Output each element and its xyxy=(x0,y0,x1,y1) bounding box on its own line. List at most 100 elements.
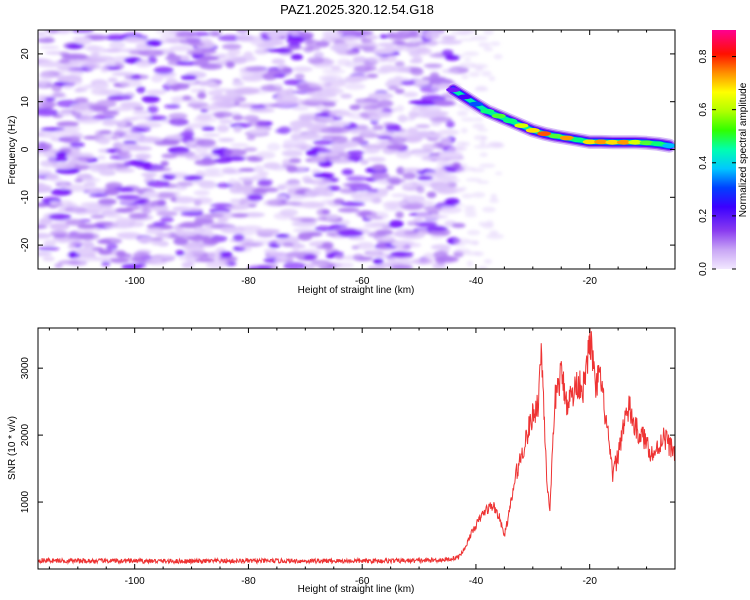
spectrogram-xtick-label: -40 xyxy=(469,276,484,287)
noise-blob xyxy=(227,49,241,56)
noise-blob xyxy=(325,232,339,237)
noise-blob xyxy=(147,105,159,114)
noise-blob xyxy=(477,128,489,132)
colorbar-ticks: 0.0 0.2 0.4 0.6 0.8 xyxy=(698,49,736,276)
noise-blob xyxy=(326,151,339,157)
noise-blob xyxy=(273,48,292,53)
spectrogram-ytick-label: -20 xyxy=(20,237,31,252)
noise-blob xyxy=(38,108,59,117)
noise-blob xyxy=(257,178,273,186)
signal-track-point xyxy=(628,139,643,145)
noise-blob xyxy=(311,94,324,99)
noise-blob xyxy=(213,111,233,118)
noise-blob xyxy=(115,250,127,258)
noise-blob xyxy=(211,100,236,107)
noise-blob xyxy=(142,45,153,50)
noise-blob xyxy=(202,133,221,137)
noise-blob xyxy=(493,54,503,60)
noise-blob xyxy=(316,208,331,217)
noise-blob xyxy=(461,193,474,199)
noise-blob xyxy=(165,135,184,140)
noise-blob xyxy=(216,124,230,133)
noise-blob xyxy=(412,258,434,265)
noise-blob xyxy=(217,218,229,223)
figure-title: PAZ1.2025.320.12.54.G18 xyxy=(280,2,434,17)
noise-blob xyxy=(342,182,368,188)
noise-blob xyxy=(87,189,98,195)
signal-track-point xyxy=(514,123,529,128)
noise-blob xyxy=(38,184,53,192)
noise-blob xyxy=(196,138,216,147)
noise-blob xyxy=(311,169,321,175)
noise-blob xyxy=(207,82,221,88)
noise-blob xyxy=(164,104,181,109)
noise-blob xyxy=(95,163,118,171)
noise-blob xyxy=(246,135,256,141)
noise-blob xyxy=(146,39,162,47)
noise-blob xyxy=(107,77,118,83)
noise-blob xyxy=(295,166,306,171)
noise-blob xyxy=(346,175,368,182)
noise-blob xyxy=(202,238,220,245)
noise-blob xyxy=(481,70,492,77)
noise-blob xyxy=(95,221,113,226)
noise-blob xyxy=(104,34,129,41)
noise-blob xyxy=(114,168,135,173)
noise-blob xyxy=(410,79,431,86)
noise-blob xyxy=(473,144,491,149)
noise-blob xyxy=(230,143,249,147)
noise-blob xyxy=(193,190,210,196)
noise-blob xyxy=(146,228,164,234)
noise-blob xyxy=(147,56,157,64)
noise-blob xyxy=(90,214,106,219)
noise-blob xyxy=(151,167,172,172)
noise-blob xyxy=(445,120,455,129)
noise-blob xyxy=(181,261,194,269)
noise-blob xyxy=(444,54,460,61)
noise-blob xyxy=(479,163,496,168)
noise-blob xyxy=(204,213,225,218)
noise-blob xyxy=(77,223,99,229)
noise-blob xyxy=(479,140,487,146)
noise-blob xyxy=(438,39,462,45)
noise-blob xyxy=(386,144,406,151)
noise-blob xyxy=(52,92,66,98)
noise-blob xyxy=(466,229,481,236)
noise-blob xyxy=(49,222,70,231)
noise-blob xyxy=(68,78,83,86)
noise-blob xyxy=(146,180,171,188)
noise-blob xyxy=(451,223,466,228)
noise-blob xyxy=(371,164,387,171)
noise-blob xyxy=(75,247,94,255)
noise-blob xyxy=(172,150,196,157)
noise-blob xyxy=(274,257,287,263)
spectrogram-xtick-label: -80 xyxy=(241,276,256,287)
noise-blob xyxy=(126,205,140,211)
noise-blob xyxy=(120,101,143,108)
noise-blob xyxy=(292,125,302,133)
snr-xtick-label: -60 xyxy=(355,576,370,587)
noise-blob xyxy=(38,144,50,152)
noise-blob xyxy=(40,101,57,108)
noise-blob xyxy=(366,73,379,79)
noise-blob xyxy=(495,171,503,176)
noise-blob xyxy=(53,234,68,239)
noise-blob xyxy=(209,203,233,208)
noise-blob xyxy=(188,42,205,47)
noise-blob xyxy=(290,133,301,141)
noise-blob xyxy=(51,84,62,92)
noise-blob xyxy=(225,156,246,161)
noise-blob xyxy=(320,199,334,206)
snr-y-label: SNR (10 * v/v) xyxy=(7,416,18,480)
signal-track-point xyxy=(605,139,620,145)
noise-blob xyxy=(322,87,344,95)
noise-blob xyxy=(97,239,112,244)
noise-blob xyxy=(291,220,317,227)
noise-blob xyxy=(331,135,348,144)
noise-blob xyxy=(221,43,242,50)
noise-blob xyxy=(456,141,466,148)
noise-blob xyxy=(75,37,92,45)
noise-blob xyxy=(366,109,393,118)
noise-blob xyxy=(186,50,206,56)
